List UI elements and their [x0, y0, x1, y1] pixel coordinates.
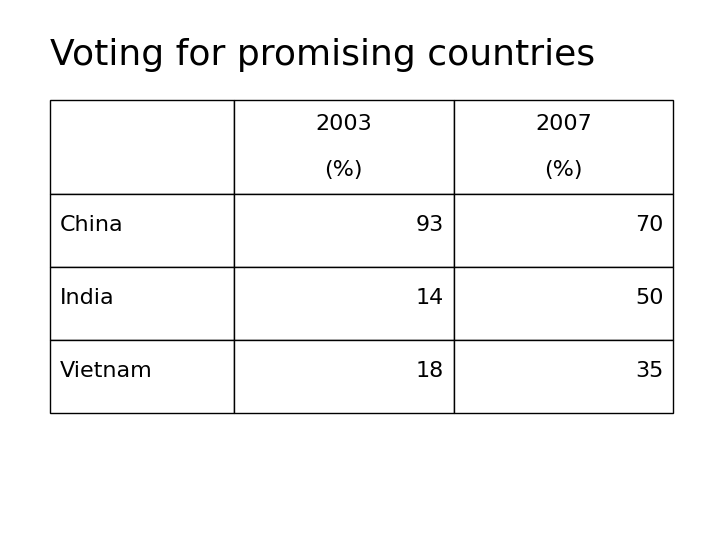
Bar: [50, 194, 234, 267]
Bar: [234, 194, 454, 267]
Text: 50: 50: [635, 288, 664, 308]
Bar: [454, 100, 673, 194]
Text: Vietnam: Vietnam: [60, 361, 153, 381]
Bar: [234, 340, 454, 413]
Text: 93: 93: [416, 215, 444, 235]
Text: China: China: [60, 215, 123, 235]
Text: Voting for promising countries: Voting for promising countries: [50, 38, 595, 72]
Bar: [454, 267, 673, 340]
Bar: [454, 194, 673, 267]
Text: 2007

(%): 2007 (%): [535, 114, 592, 180]
Bar: [50, 340, 234, 413]
Bar: [50, 100, 234, 194]
Bar: [234, 267, 454, 340]
Text: 70: 70: [636, 215, 664, 235]
Text: India: India: [60, 288, 114, 308]
Text: 2003

(%): 2003 (%): [315, 114, 372, 180]
Text: 18: 18: [416, 361, 444, 381]
Bar: [50, 267, 234, 340]
Text: 35: 35: [636, 361, 664, 381]
Text: 14: 14: [416, 288, 444, 308]
Bar: [454, 340, 673, 413]
Bar: [234, 100, 454, 194]
